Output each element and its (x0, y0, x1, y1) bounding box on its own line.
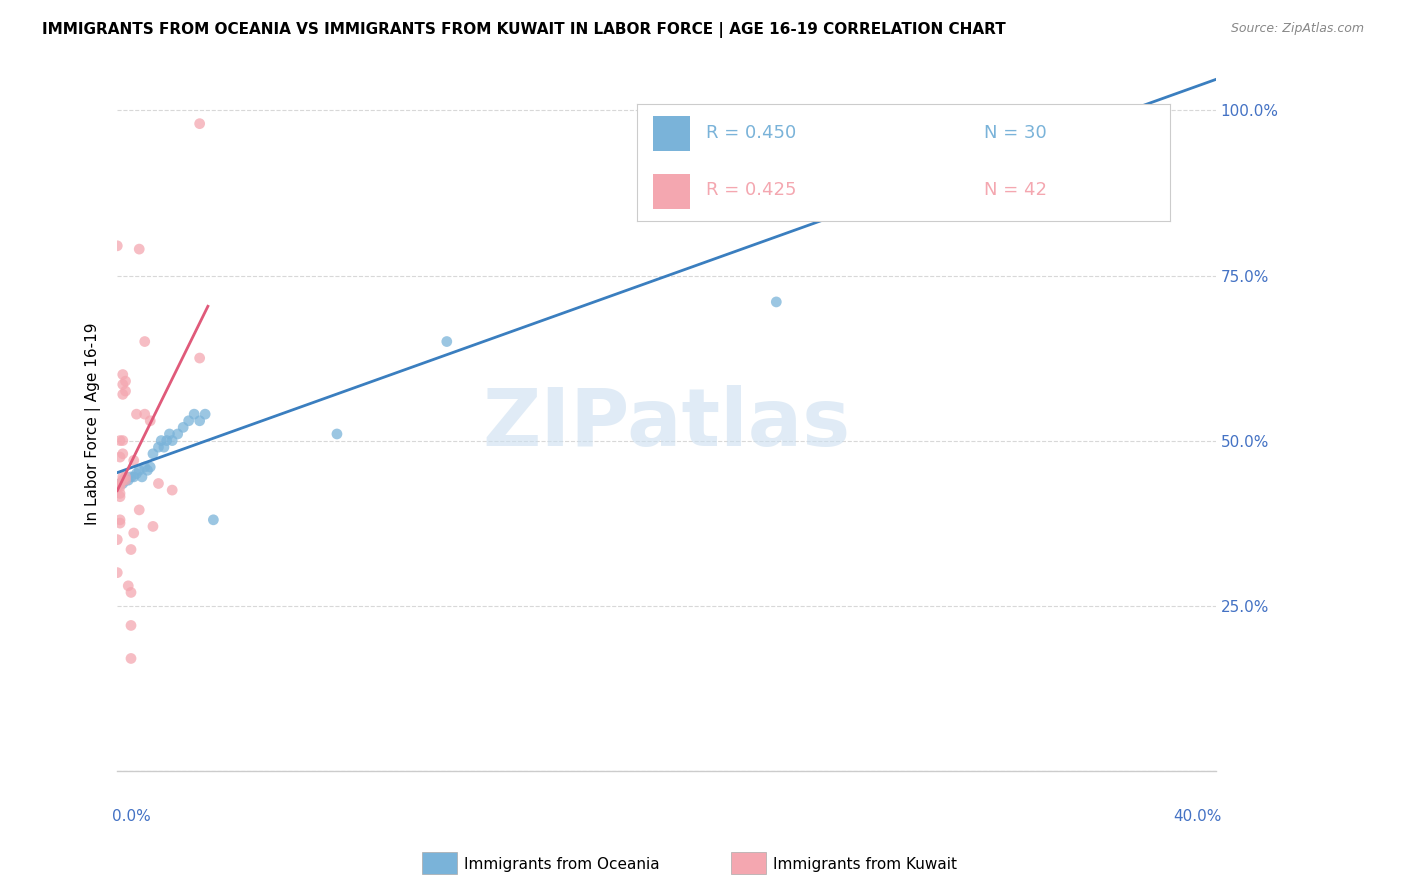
Point (108, 434, 131, 448)
Point (111, 377, 134, 392)
Point (105, 533, 128, 547)
Point (183, 407, 205, 421)
Point (128, 503, 150, 517)
Point (114, 473, 136, 487)
Point (436, 334, 458, 349)
Point (117, 473, 139, 487)
Text: IMMIGRANTS FROM OCEANIA VS IMMIGRANTS FROM KUWAIT IN LABOR FORCE | AGE 16-19 COR: IMMIGRANTS FROM OCEANIA VS IMMIGRANTS FR… (42, 22, 1005, 38)
Point (108, 476, 131, 491)
Point (128, 463, 150, 477)
Point (194, 407, 217, 421)
Point (114, 384, 136, 398)
Point (160, 483, 183, 497)
Point (122, 470, 145, 484)
Point (166, 427, 188, 442)
Point (111, 434, 134, 448)
Point (142, 447, 165, 461)
Point (139, 460, 162, 475)
Point (111, 473, 134, 487)
Point (105, 480, 128, 494)
Point (142, 519, 165, 533)
Point (111, 447, 134, 461)
Point (108, 513, 131, 527)
Point (148, 476, 170, 491)
Point (202, 513, 225, 527)
Text: 0.0%: 0.0% (112, 809, 150, 824)
Point (111, 387, 134, 401)
Point (128, 242, 150, 256)
Point (114, 470, 136, 484)
Point (105, 566, 128, 580)
Point (172, 420, 194, 434)
Point (150, 434, 173, 448)
Text: N = 42: N = 42 (984, 181, 1046, 200)
Point (125, 407, 148, 421)
Text: Immigrants from Oceania: Immigrants from Oceania (464, 857, 659, 871)
Point (134, 334, 156, 349)
Point (117, 579, 139, 593)
Point (120, 585, 142, 599)
Point (111, 476, 134, 491)
Text: ZIPatlas: ZIPatlas (482, 385, 851, 463)
Point (105, 480, 128, 494)
Point (139, 414, 162, 428)
Point (160, 434, 183, 448)
Point (188, 351, 211, 365)
Text: Immigrants from Kuwait: Immigrants from Kuwait (773, 857, 957, 871)
Point (134, 407, 156, 421)
Point (111, 368, 134, 382)
Y-axis label: In Labor Force | Age 16-19: In Labor Force | Age 16-19 (86, 323, 101, 525)
Point (108, 516, 131, 530)
Point (105, 239, 128, 253)
Text: R = 0.425: R = 0.425 (706, 181, 797, 200)
Point (122, 526, 145, 541)
Text: Source: ZipAtlas.com: Source: ZipAtlas.com (1230, 22, 1364, 36)
Point (134, 460, 156, 475)
Point (929, 120, 952, 134)
Point (120, 470, 142, 484)
Point (159, 427, 181, 442)
Point (108, 476, 131, 491)
Text: R = 0.450: R = 0.450 (706, 124, 797, 142)
Point (177, 414, 200, 428)
Point (108, 450, 131, 464)
Point (326, 427, 349, 442)
Bar (652, 116, 690, 151)
Point (120, 651, 142, 665)
Point (120, 618, 142, 632)
Text: N = 30: N = 30 (984, 124, 1046, 142)
Point (136, 463, 159, 477)
Point (108, 480, 131, 494)
Text: 40.0%: 40.0% (1173, 809, 1222, 824)
Point (114, 473, 136, 487)
Point (765, 294, 787, 309)
Point (108, 486, 131, 500)
Point (188, 414, 211, 428)
Point (156, 434, 179, 448)
Point (188, 117, 211, 131)
Point (122, 453, 145, 467)
Point (111, 470, 134, 484)
Point (120, 542, 142, 557)
Bar (652, 174, 690, 209)
Point (125, 467, 148, 481)
Point (114, 374, 136, 388)
Point (148, 440, 170, 454)
Point (108, 490, 131, 504)
Point (131, 470, 153, 484)
Point (153, 440, 176, 454)
